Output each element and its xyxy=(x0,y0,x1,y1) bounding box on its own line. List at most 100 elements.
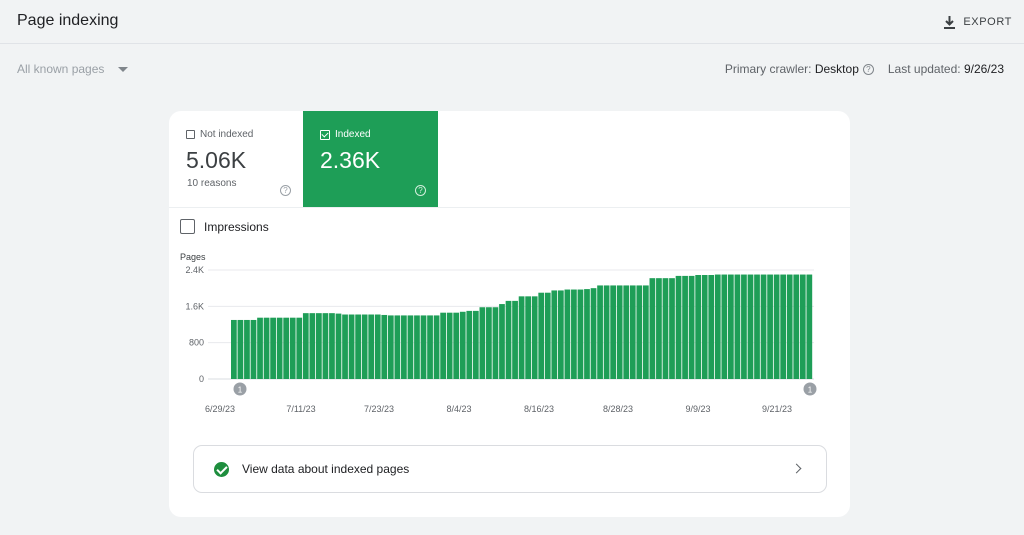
chart-bar xyxy=(479,307,486,379)
updated-value: 9/26/23 xyxy=(963,62,1004,76)
indexed-count: 2.36K xyxy=(320,147,381,173)
chart-bar xyxy=(584,289,590,379)
chart-bar xyxy=(616,285,623,379)
chart-bar xyxy=(466,310,473,380)
help-icon[interactable]: ? xyxy=(280,185,291,196)
chart-bar xyxy=(263,317,270,379)
chart-bar xyxy=(603,285,610,379)
chart-bar xyxy=(381,314,388,379)
checkbox-icon xyxy=(186,130,195,139)
chart-bar xyxy=(296,317,303,379)
chart-bar xyxy=(649,278,656,379)
impressions-toggle[interactable]: Impressions xyxy=(180,219,269,234)
chart-bar xyxy=(747,274,754,379)
x-tick-label: 9/9/23 xyxy=(685,404,710,414)
chart-bar xyxy=(420,315,427,379)
chart-bar xyxy=(656,278,662,379)
chart-bar xyxy=(544,292,551,379)
crawler-value: Desktop xyxy=(814,62,859,76)
chart-bar xyxy=(793,274,800,379)
chart-bar xyxy=(440,312,446,379)
not-indexed-tile[interactable]: Not indexed 5.06K 10 reasons ? xyxy=(169,111,303,207)
chart-bar xyxy=(505,300,512,379)
chart-bar xyxy=(276,317,283,379)
checked-checkbox-icon xyxy=(320,129,330,140)
indexing-card: Not indexed 5.06K 10 reasons ? Indexed 2… xyxy=(169,111,850,517)
chart-bar xyxy=(571,289,577,379)
y-tick-label: 2.4K xyxy=(185,265,204,275)
chart-bar xyxy=(564,289,571,379)
page-title: Page indexing xyxy=(17,12,119,29)
x-tick-label: 9/21/23 xyxy=(762,404,792,414)
chart-bar xyxy=(623,285,630,379)
chart-bar xyxy=(538,292,545,379)
x-tick-label: 8/4/23 xyxy=(446,404,471,414)
chart-bar xyxy=(727,274,734,379)
chart-bar xyxy=(695,275,702,379)
chart-bar xyxy=(355,314,361,379)
y-tick-label: 1.6K xyxy=(185,301,204,311)
not-indexed-label: Not indexed xyxy=(200,129,254,140)
chart-bar xyxy=(374,314,381,379)
chart-bar xyxy=(283,317,290,379)
annotation-marker xyxy=(803,382,817,396)
chart-bar xyxy=(270,317,276,379)
chart-bar xyxy=(662,278,669,379)
chart-bar xyxy=(472,310,479,380)
chart-bar xyxy=(767,274,773,379)
chart-bar xyxy=(714,274,721,379)
chart-bar xyxy=(407,315,414,379)
chart-bar xyxy=(701,275,708,379)
chart-bar xyxy=(309,313,316,379)
chart-bar xyxy=(250,319,257,379)
chart-bar xyxy=(302,313,309,379)
not-indexed-count: 5.06K xyxy=(186,147,247,173)
chart-bar xyxy=(361,314,368,379)
chart-bar xyxy=(453,312,460,379)
crawler-label: Primary crawler: xyxy=(724,62,812,76)
annotation-marker xyxy=(233,382,247,396)
chart-bar xyxy=(427,315,433,379)
view-indexed-data-button[interactable]: View data about indexed pages xyxy=(193,445,827,493)
help-icon[interactable]: ? xyxy=(862,63,874,75)
chart-bar xyxy=(642,285,649,379)
chart-bar xyxy=(773,274,780,379)
annotation-label: 1 xyxy=(808,386,813,395)
help-icon[interactable]: ? xyxy=(415,185,426,196)
chart-bar xyxy=(289,317,296,379)
chart-bar xyxy=(597,285,603,379)
chart-bar xyxy=(682,275,688,379)
chart-bar xyxy=(675,275,682,379)
annotation-label: 1 xyxy=(238,386,243,395)
chart-bar xyxy=(322,313,329,379)
chart-bar xyxy=(499,304,505,379)
chart-bar xyxy=(401,315,407,379)
pages-filter-dropdown[interactable]: All known pages xyxy=(17,62,129,76)
export-button[interactable]: EXPORT xyxy=(944,10,1012,34)
chart-bar xyxy=(669,278,675,379)
divider xyxy=(169,207,850,208)
y-tick-label: 800 xyxy=(189,338,204,348)
chart-bar xyxy=(799,274,806,379)
chart-bar xyxy=(492,307,499,379)
chart-bar xyxy=(368,314,375,379)
chart-bar xyxy=(387,315,394,379)
chart-bar xyxy=(636,285,643,379)
chart-bar xyxy=(610,285,617,379)
chart-bar xyxy=(257,317,263,379)
indexed-tile[interactable]: Indexed 2.36K ? xyxy=(303,111,438,207)
chart-bar xyxy=(734,274,741,379)
chart-bar xyxy=(577,289,584,379)
x-tick-label: 8/16/23 xyxy=(524,404,554,414)
chart-bar xyxy=(335,313,342,379)
export-label: EXPORT xyxy=(963,16,1012,28)
chart-bar xyxy=(231,319,237,379)
chart-bar xyxy=(414,315,420,379)
caret-down-icon xyxy=(118,67,129,72)
chart-bar xyxy=(512,300,518,379)
chart-bar xyxy=(446,312,453,379)
pages-filter-value: All known pages xyxy=(17,62,105,76)
indexed-label: Indexed xyxy=(335,129,371,140)
checkbox-icon xyxy=(180,219,195,234)
chart-bar xyxy=(754,274,760,379)
